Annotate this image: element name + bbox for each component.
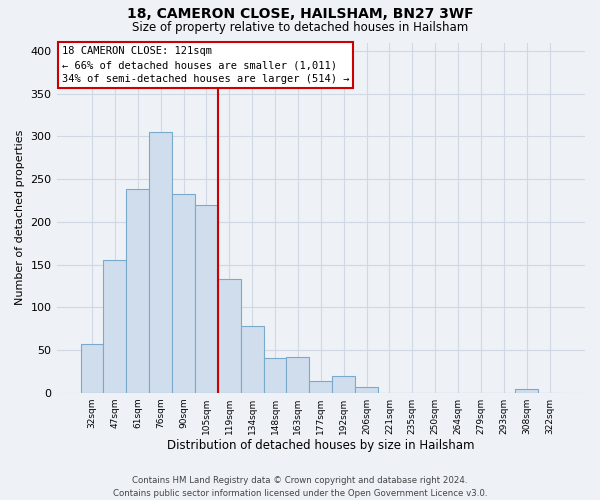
Bar	[263, 358, 286, 392]
Bar	[355, 386, 378, 392]
Bar	[149, 132, 172, 392]
Text: Size of property relative to detached houses in Hailsham: Size of property relative to detached ho…	[132, 21, 468, 34]
Bar	[286, 357, 310, 392]
Bar	[515, 390, 538, 392]
Bar	[332, 376, 355, 392]
Bar	[218, 279, 241, 392]
Bar	[103, 260, 127, 392]
Bar	[241, 326, 263, 392]
Y-axis label: Number of detached properties: Number of detached properties	[15, 130, 25, 306]
Bar	[127, 190, 149, 392]
Bar	[310, 381, 332, 392]
Bar	[80, 344, 103, 393]
Text: 18 CAMERON CLOSE: 121sqm
← 66% of detached houses are smaller (1,011)
34% of sem: 18 CAMERON CLOSE: 121sqm ← 66% of detach…	[62, 46, 349, 84]
Bar	[172, 194, 195, 392]
Text: Contains HM Land Registry data © Crown copyright and database right 2024.
Contai: Contains HM Land Registry data © Crown c…	[113, 476, 487, 498]
Bar	[195, 205, 218, 392]
Text: 18, CAMERON CLOSE, HAILSHAM, BN27 3WF: 18, CAMERON CLOSE, HAILSHAM, BN27 3WF	[127, 8, 473, 22]
X-axis label: Distribution of detached houses by size in Hailsham: Distribution of detached houses by size …	[167, 440, 475, 452]
